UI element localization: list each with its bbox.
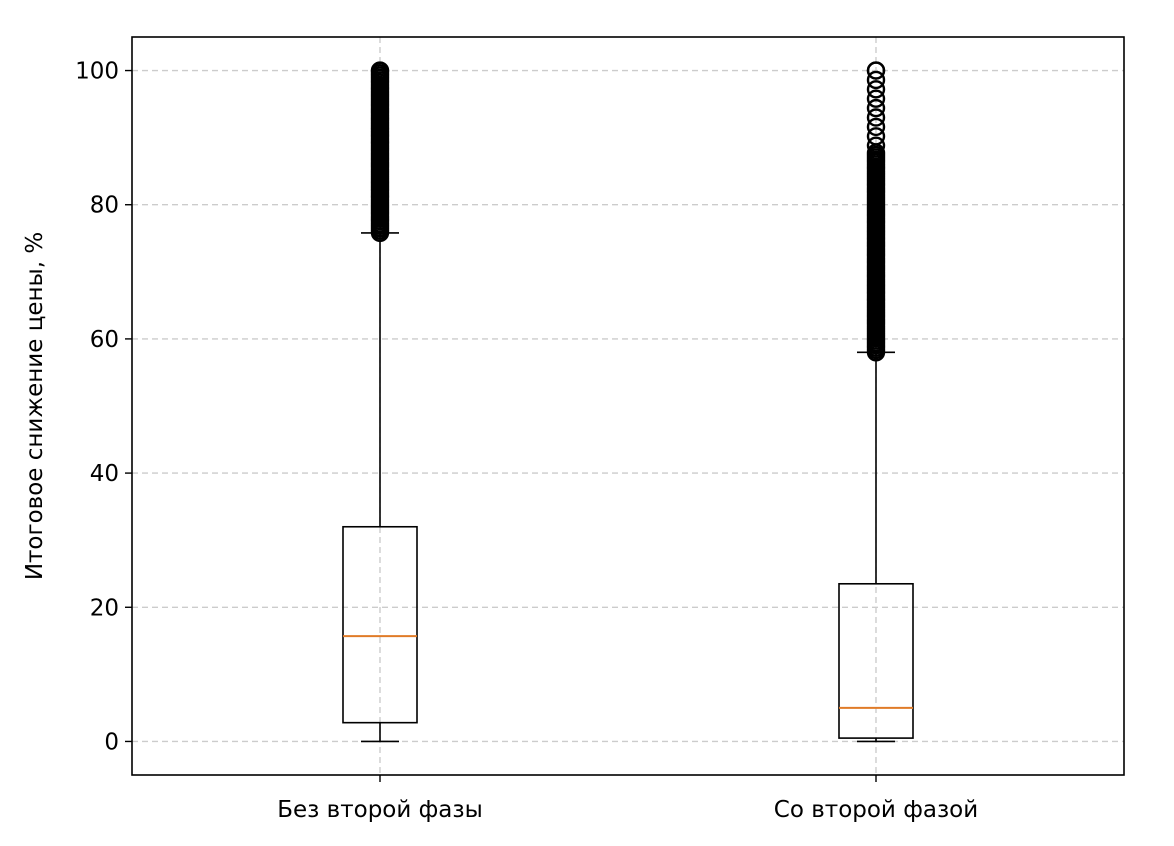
y-tick-label: 20 [90,595,119,621]
outlier-point [866,136,886,155]
box-group [838,61,914,743]
x-tick-label: Без второй фазы [277,797,483,823]
y-tick-label: 80 [90,193,119,219]
iqr-box [838,582,914,739]
outlier-point [866,127,886,146]
y-tick-label: 60 [90,327,119,353]
outlier-point [866,61,886,80]
outlier-point [866,117,886,137]
axis-layer: 0 20 40 60 80 100 Без второй фазы Со второй фаз… [75,59,978,823]
box-layer [342,61,914,743]
y-axis-label: Итоговое снижение цены, % [22,232,48,580]
box-group [342,61,418,743]
plot-frame [131,36,1125,776]
x-tick-label: Со второй фазой [774,797,978,823]
y-tick-label: 0 [104,729,119,755]
outlier-point [370,61,390,80]
outlier-point [866,98,886,118]
outlier-point [866,70,886,90]
iqr-box [342,525,418,724]
outlier-point [866,108,886,127]
y-tick-label: 100 [75,59,119,85]
grid-layer [132,37,1124,775]
outlier-point [866,80,886,99]
y-tick-label: 40 [90,461,119,487]
outlier-point [866,89,886,108]
